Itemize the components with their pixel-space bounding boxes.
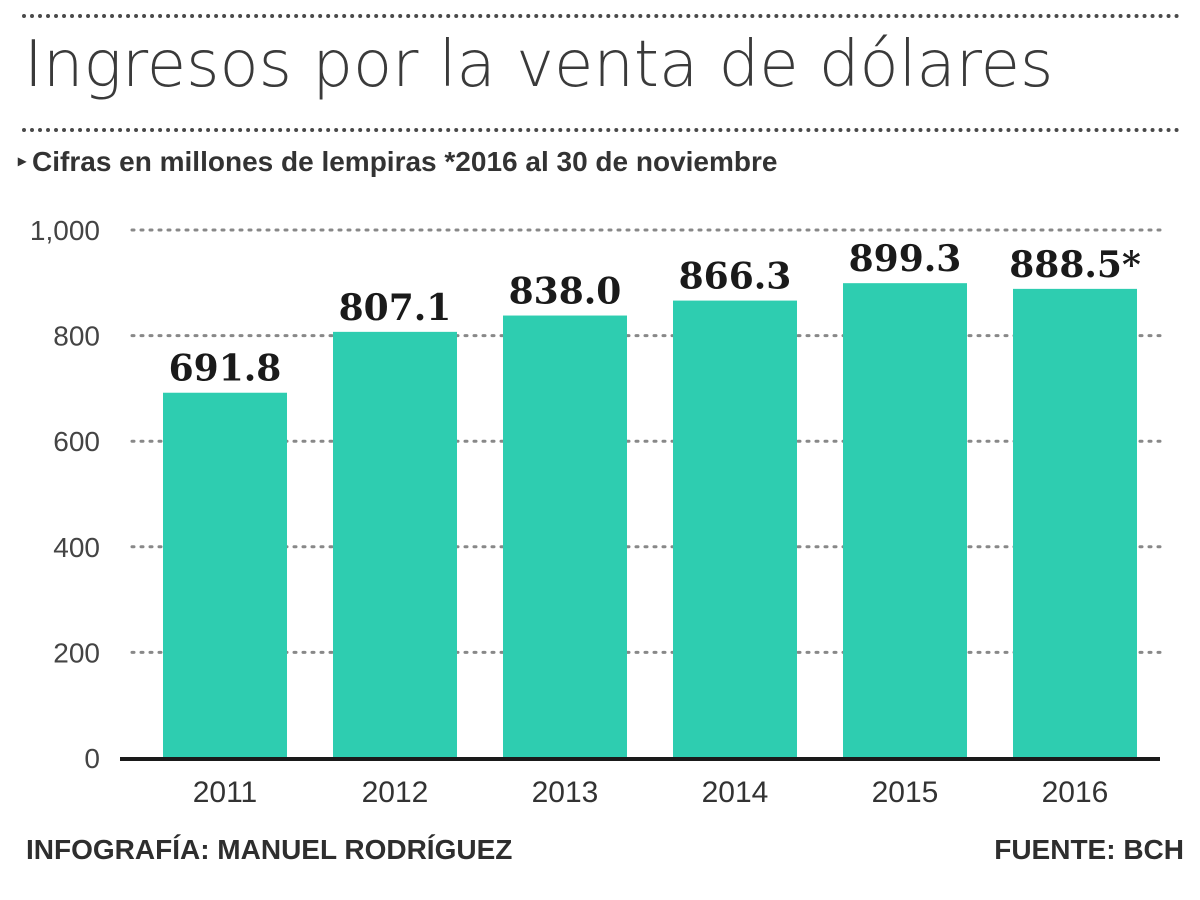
bar-2014 <box>673 300 797 758</box>
bar-2013 <box>503 315 627 758</box>
y-tick-label: 400 <box>53 532 100 563</box>
top-dotted-rule <box>22 14 1180 18</box>
y-tick-label: 200 <box>53 637 100 668</box>
value-label: 888.5* <box>1009 244 1141 286</box>
y-tick-label: 1,000 <box>30 215 100 246</box>
bar-chart: 0 200 400 600 800 1,000 691.8 807.1 838.0 866.3 8… <box>30 215 1162 809</box>
title-dotted-rule <box>22 128 1180 132</box>
value-label: 899.3 <box>849 238 962 280</box>
value-labels: 691.8 807.1 838.0 866.3 899.3 888.5* <box>169 238 1141 390</box>
x-tick-label: 2015 <box>872 776 939 809</box>
y-tick-label: 600 <box>53 426 100 457</box>
subtitle-text: Cifras en millones de lempiras *2016 al … <box>32 146 778 177</box>
y-tick-label: 0 <box>84 743 100 774</box>
x-tick-label: 2014 <box>702 776 769 809</box>
y-tick-label: 800 <box>53 321 100 352</box>
bars <box>163 283 1137 758</box>
value-label: 866.3 <box>679 256 792 298</box>
x-tick-label: 2016 <box>1042 776 1109 809</box>
value-label: 691.8 <box>169 348 282 390</box>
x-axis-ticks: 2011 2012 2013 2014 2015 2016 <box>193 776 1109 809</box>
data-source: FUENTE: BCH <box>994 834 1184 865</box>
chart-title: Ingresos por la venta de dólares <box>24 28 1054 102</box>
chart-subtitle: ▸ Cifras en millones de lempiras *2016 al… <box>18 146 777 178</box>
bar-2011 <box>163 392 287 758</box>
value-label: 838.0 <box>509 271 622 313</box>
x-tick-label: 2011 <box>193 776 258 809</box>
bar-2012 <box>333 331 457 758</box>
triangle-marker-icon: ▸ <box>18 153 27 170</box>
bar-2016 <box>1013 288 1137 758</box>
bar-2015 <box>843 283 967 758</box>
x-tick-label: 2013 <box>532 776 599 809</box>
y-axis-ticks: 0 200 400 600 800 1,000 <box>30 215 100 774</box>
x-tick-label: 2012 <box>362 776 429 809</box>
value-label: 807.1 <box>339 287 452 329</box>
gridlines <box>130 228 1162 654</box>
infographic-credit: INFOGRAFÍA: MANUEL RODRÍGUEZ <box>26 834 513 865</box>
